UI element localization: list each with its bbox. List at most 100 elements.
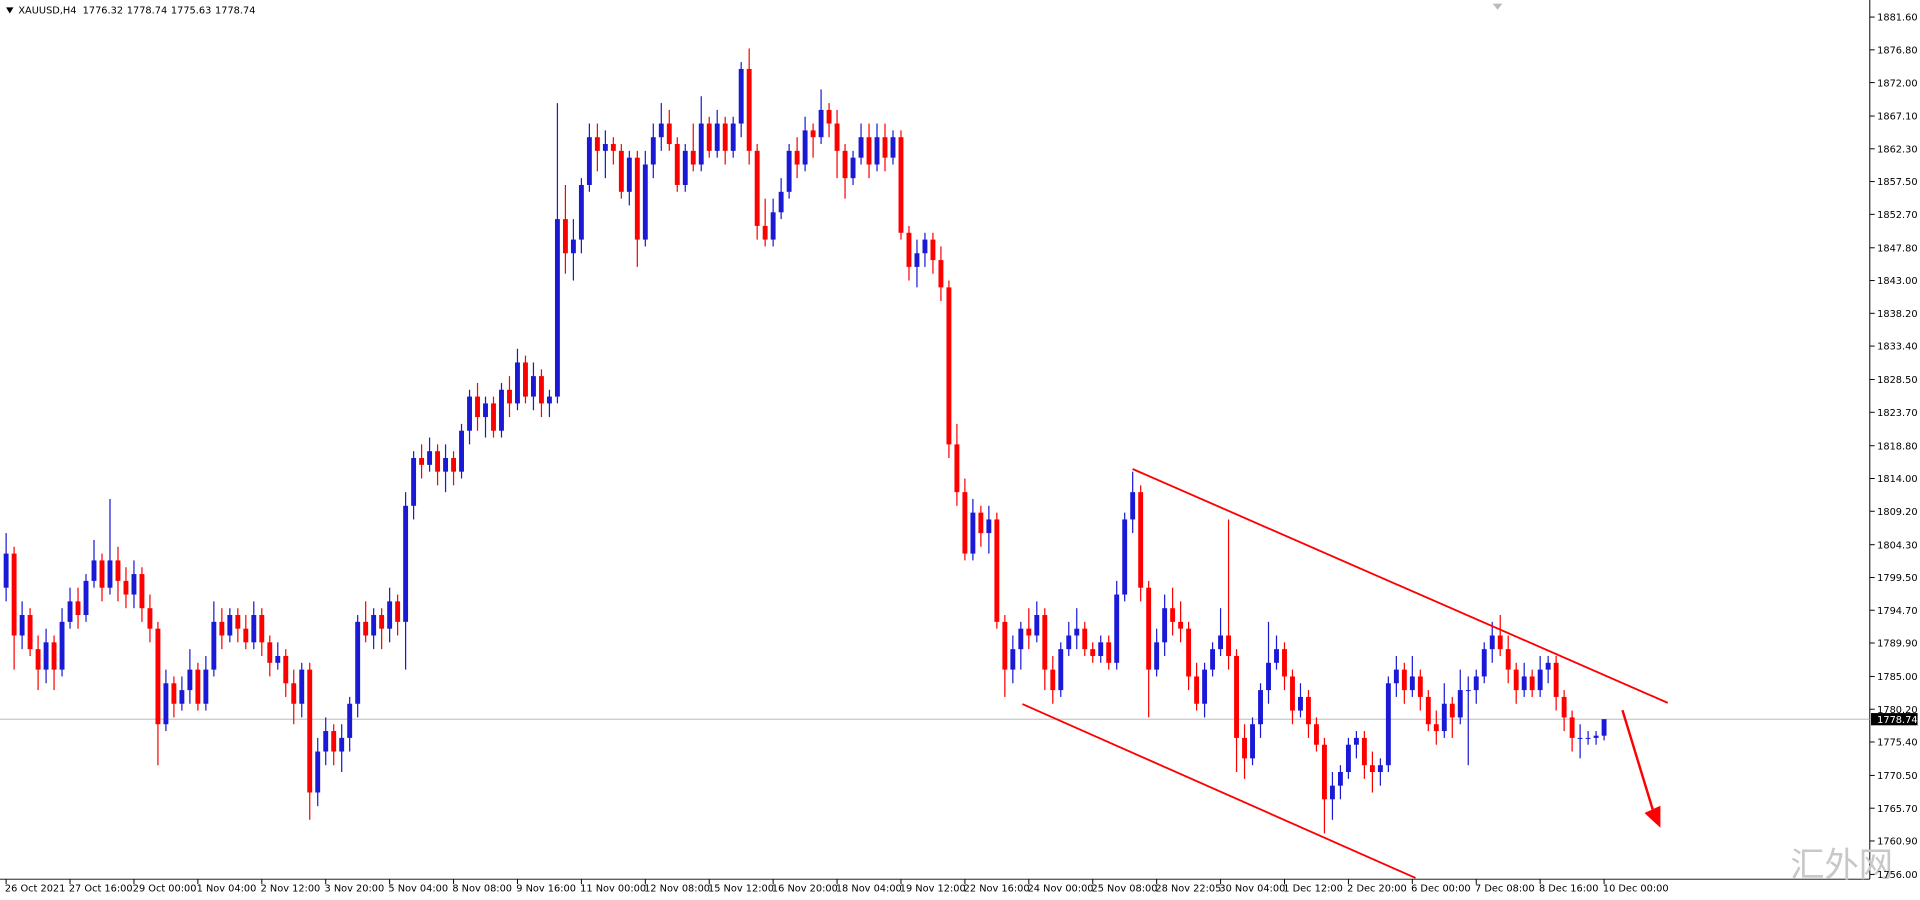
candle-body — [658, 123, 664, 138]
candle-body — [642, 164, 648, 240]
candle-body — [1561, 696, 1567, 718]
y-tick-label: 1785.00 — [1877, 672, 1917, 683]
candle-body — [586, 137, 592, 185]
candle-body — [379, 615, 385, 629]
candle-body — [650, 137, 656, 165]
y-tick-label: 1775.40 — [1877, 738, 1917, 749]
candle-body — [610, 144, 616, 151]
candle-body — [155, 628, 161, 725]
x-tick-label: 22 Nov 16:00 — [964, 883, 1030, 894]
candle-body — [970, 512, 976, 554]
candle-body — [467, 396, 472, 431]
candle-body — [163, 683, 169, 725]
candle-body — [1353, 737, 1359, 745]
candle-body — [1274, 649, 1279, 663]
candle-body — [403, 505, 409, 622]
candle-body — [1449, 703, 1455, 718]
candle-body — [898, 137, 904, 233]
candle-body — [1250, 724, 1255, 759]
candle-body — [411, 458, 417, 506]
candle-body — [1489, 635, 1495, 650]
y-tick-label: 1794.70 — [1877, 606, 1917, 617]
candle-body — [1337, 772, 1343, 786]
y-tick-label: 1876.80 — [1877, 46, 1917, 57]
candle-body — [531, 376, 536, 397]
candle-body — [554, 219, 560, 397]
candle-body — [259, 615, 265, 643]
candle-body — [770, 212, 776, 240]
candle-body — [195, 669, 201, 704]
candle-body — [1377, 765, 1383, 773]
candle-body — [83, 580, 89, 616]
candle-body — [570, 239, 576, 254]
arrow-head — [1644, 805, 1661, 828]
candle-body — [1521, 676, 1527, 691]
candle-body — [499, 389, 504, 431]
candle-body — [1162, 608, 1168, 643]
x-tick-label: 16 Nov 20:00 — [772, 883, 838, 894]
candle-body — [1042, 615, 1048, 670]
candle-body — [762, 225, 768, 240]
candle-body — [602, 144, 608, 151]
candle-body — [738, 68, 744, 124]
candle-body — [746, 68, 752, 151]
candle-body — [1098, 642, 1104, 656]
candle-body — [243, 628, 249, 643]
y-tick-label: 1804.30 — [1877, 540, 1917, 551]
candles — [0, 48, 1870, 834]
candle-body — [1505, 649, 1511, 670]
candle-body — [906, 232, 912, 267]
candle-body — [291, 683, 297, 704]
candle-body — [1529, 676, 1535, 691]
candle-body — [235, 615, 241, 629]
candle-body — [75, 601, 81, 616]
candle-body — [1130, 492, 1136, 520]
candle-body — [1457, 690, 1463, 718]
candle-body — [714, 123, 720, 151]
candle-body — [507, 389, 512, 404]
candle-body — [187, 669, 193, 691]
candle-body — [978, 512, 984, 534]
candle-body — [339, 737, 345, 752]
candle-body — [1298, 696, 1303, 711]
candle-body — [19, 615, 25, 636]
candle-body — [203, 669, 209, 704]
candle-body — [227, 615, 233, 636]
candle-body — [1050, 669, 1056, 691]
y-tick-label: 1867.10 — [1877, 112, 1917, 123]
trend-lines — [1022, 468, 1669, 879]
candle-body — [1226, 635, 1232, 656]
candle-body — [1401, 669, 1407, 691]
candle-body — [778, 191, 784, 213]
candle-body — [1106, 642, 1112, 663]
candle-body — [666, 123, 672, 145]
candle-body — [483, 403, 488, 418]
candle-body — [1577, 737, 1583, 739]
candle-body — [1409, 676, 1415, 691]
candle-body — [1026, 628, 1032, 636]
y-tick-label: 1833.40 — [1877, 342, 1917, 353]
candle-body — [91, 560, 97, 581]
candle-body — [1417, 676, 1423, 697]
x-tick-label: 8 Nov 08:00 — [452, 883, 512, 894]
candle-body — [419, 458, 425, 465]
candle-body — [1545, 662, 1551, 670]
candle-body — [1329, 785, 1335, 800]
candle-body — [538, 376, 544, 404]
y-tick-label: 1857.50 — [1877, 177, 1917, 188]
candle-body — [922, 239, 928, 254]
candle-body — [1393, 669, 1399, 684]
arrow-shaft — [1621, 709, 1655, 811]
y-tick-label: 1847.80 — [1877, 243, 1917, 254]
candle-body — [1090, 649, 1096, 656]
candle-body — [267, 642, 273, 663]
candle-body — [1266, 662, 1271, 691]
candle-body — [1242, 737, 1247, 759]
candle-body — [363, 621, 369, 636]
candle-body — [882, 137, 888, 158]
x-tick-label: 29 Oct 00:00 — [133, 883, 197, 894]
x-tick-label: 6 Dec 00:00 — [1411, 883, 1471, 894]
candle-body — [3, 553, 9, 588]
